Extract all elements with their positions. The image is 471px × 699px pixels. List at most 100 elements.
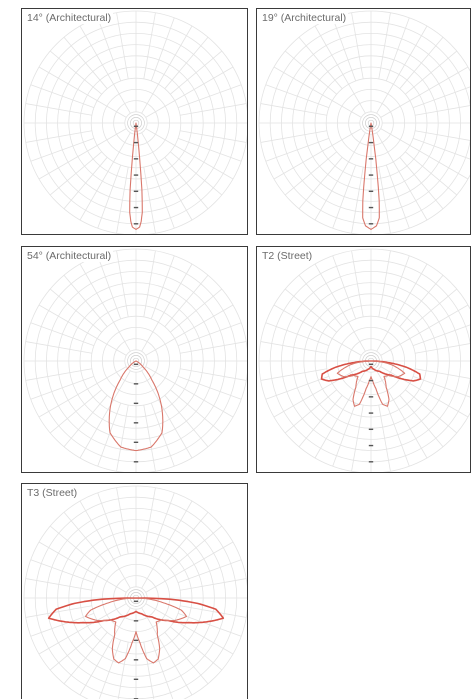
distribution-curves <box>108 360 164 452</box>
grid-inner-ring <box>362 114 380 132</box>
grid-spoke <box>385 17 410 82</box>
grid-spoke <box>265 375 330 400</box>
grid-spoke <box>177 137 242 162</box>
grid-spoke <box>180 103 247 116</box>
polar-chart-t2-street: T2 (Street) <box>256 246 471 473</box>
grid-spoke <box>405 288 458 333</box>
grid-spoke <box>30 84 95 109</box>
polar-chart-14-architectural: 14° (Architectural) <box>21 8 248 235</box>
grid-spoke <box>170 151 223 196</box>
grid-spoke <box>38 603 127 655</box>
grid-spoke <box>298 274 343 327</box>
grid-inner-ring <box>127 352 145 370</box>
grid-spoke <box>412 324 470 347</box>
polar-grid <box>258 10 470 234</box>
grid-spoke <box>164 632 209 685</box>
grid-spoke <box>143 405 156 472</box>
grid-spoke <box>378 250 391 317</box>
distribution-curves <box>47 597 225 664</box>
grid-spoke <box>378 12 391 79</box>
chart-title: 54° (Architectural) <box>27 250 114 262</box>
grid-spoke <box>143 12 156 79</box>
grid-spoke <box>260 103 327 116</box>
grid-spoke <box>164 274 209 327</box>
grid-spoke <box>412 86 470 109</box>
grid-spoke <box>164 511 209 564</box>
polar-grid <box>23 485 247 699</box>
grid-spoke <box>265 137 330 162</box>
grid-spoke <box>415 368 470 379</box>
grid-spoke <box>273 304 362 356</box>
grid-spoke <box>351 405 364 472</box>
grid-spoke <box>63 511 108 564</box>
scale-ticks <box>368 125 374 225</box>
grid-spoke <box>298 157 343 210</box>
grid-spoke <box>116 405 129 472</box>
grid-spoke <box>141 500 193 589</box>
grid-spoke <box>180 578 247 591</box>
chart-title: 14° (Architectural) <box>27 12 114 24</box>
distribution-curves <box>362 122 380 230</box>
grid-spoke <box>141 607 193 696</box>
grid-spoke <box>351 12 364 79</box>
grid-spoke <box>378 405 391 472</box>
polar-plot-14 <box>23 10 247 234</box>
grid-spoke <box>332 255 357 320</box>
grid-spoke <box>164 36 209 89</box>
scale-ticks <box>368 363 374 463</box>
grid-spoke <box>405 151 458 196</box>
grid-spoke <box>116 487 129 554</box>
grid-spoke <box>150 164 175 229</box>
grid-spoke <box>405 50 458 95</box>
grid-spoke <box>284 50 337 95</box>
grid-spoke <box>97 402 122 467</box>
grid-spoke <box>49 389 102 434</box>
grid-spoke <box>314 263 366 352</box>
polar-chart-t3-street: T3 (Street) <box>21 483 248 699</box>
candela-curve-1 <box>108 360 164 452</box>
grid-spoke <box>79 25 131 114</box>
grid-spoke <box>265 322 330 347</box>
grid-spoke <box>150 492 175 557</box>
grid-spoke <box>405 389 458 434</box>
grid-spoke <box>150 402 175 467</box>
grid-spoke <box>97 17 122 82</box>
polar-plot-19 <box>258 10 470 234</box>
distribution-curves <box>129 122 143 230</box>
polar-plot-t2 <box>258 248 470 472</box>
candela-curve-1 <box>320 360 422 382</box>
grid-spoke <box>63 274 108 327</box>
grid-spoke <box>25 578 92 591</box>
grid-spoke <box>63 632 108 685</box>
grid-spoke <box>79 263 131 352</box>
grid-spoke <box>49 525 102 570</box>
grid-spoke <box>314 132 366 221</box>
chart-title: 19° (Architectural) <box>262 12 349 24</box>
grid-spoke <box>385 402 410 467</box>
grid-spoke <box>25 130 92 143</box>
grid-spoke <box>145 541 234 593</box>
grid-spoke <box>314 370 366 459</box>
grid-inner-ring <box>130 117 142 129</box>
grid-spoke <box>177 375 242 400</box>
grid-spoke <box>177 612 242 637</box>
grid-inner-ring <box>130 355 142 367</box>
grid-spoke <box>49 151 102 196</box>
grid-spoke <box>415 130 470 141</box>
grid-spoke <box>49 626 102 671</box>
grid-spoke <box>63 395 108 448</box>
grid-spoke <box>38 304 127 356</box>
grid-spoke <box>97 492 122 557</box>
grid-spoke <box>116 167 129 234</box>
grid-spoke <box>260 130 327 143</box>
grid-spoke <box>141 25 193 114</box>
grid-spoke <box>117 642 129 699</box>
grid-spoke <box>145 603 234 655</box>
grid-spoke <box>145 66 234 118</box>
grid-spoke <box>30 137 95 162</box>
grid-spoke <box>284 288 337 333</box>
grid-spoke <box>380 128 469 180</box>
grid-spoke <box>49 50 102 95</box>
grid-spoke <box>180 341 247 354</box>
grid-spoke <box>141 132 193 221</box>
